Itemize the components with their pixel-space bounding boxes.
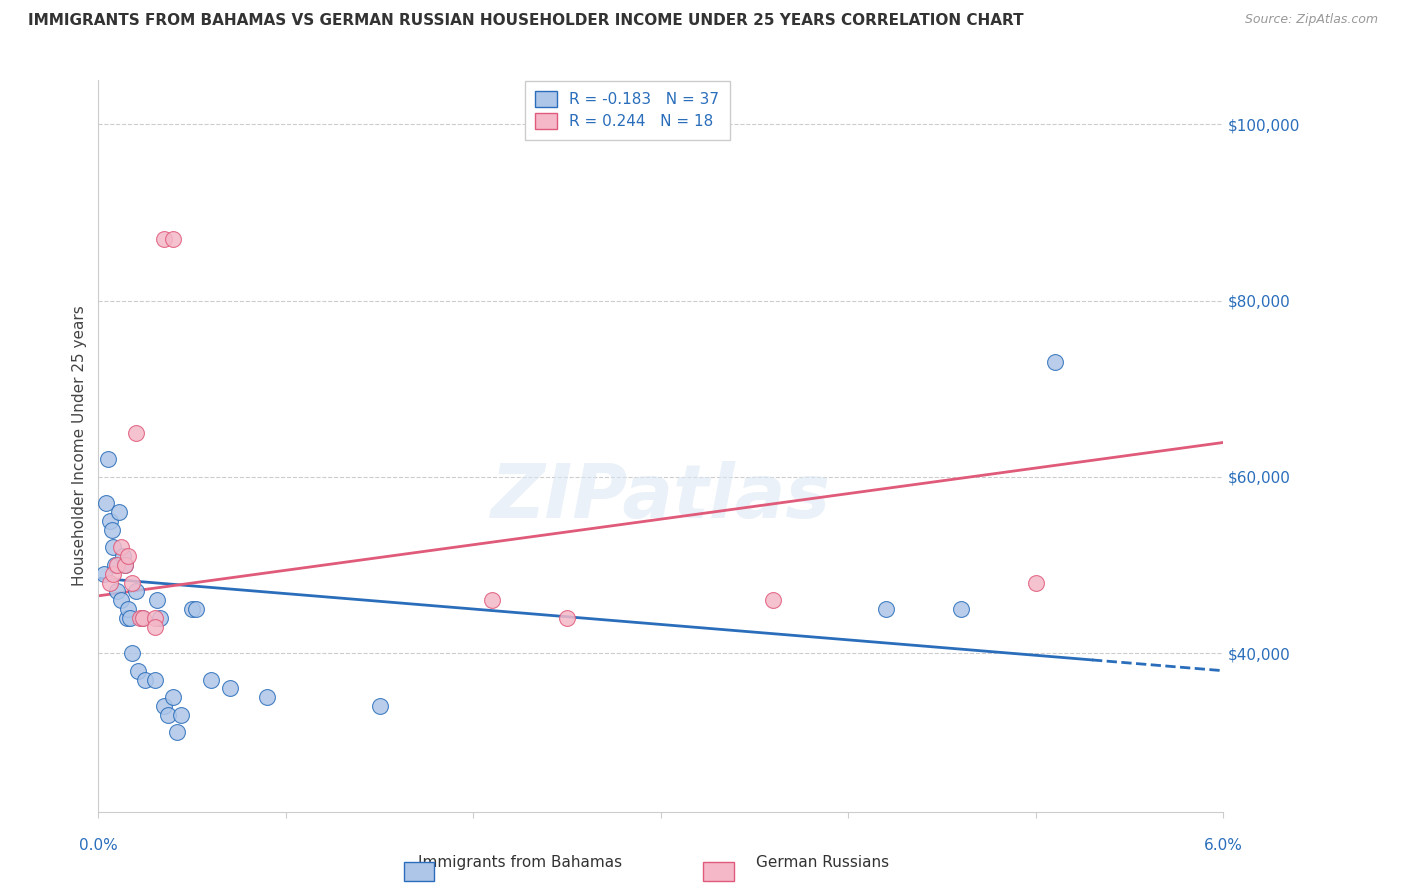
Text: German Russians: German Russians — [756, 855, 889, 870]
Text: ZIPatlas: ZIPatlas — [491, 460, 831, 533]
Point — [117, 549, 139, 563]
Point — [132, 611, 155, 625]
Point — [117, 602, 139, 616]
Point — [134, 673, 156, 687]
Point — [181, 602, 204, 616]
Text: 0.0%: 0.0% — [79, 838, 118, 853]
Point — [162, 690, 184, 705]
Point — [875, 602, 897, 616]
Point — [104, 558, 127, 572]
Point — [153, 698, 176, 713]
Point — [170, 707, 193, 722]
Text: 6.0%: 6.0% — [1204, 838, 1243, 853]
Point — [156, 707, 179, 722]
Point — [100, 523, 122, 537]
Point — [127, 664, 149, 678]
Point — [110, 593, 132, 607]
Point — [481, 593, 503, 607]
Point — [110, 541, 132, 555]
Point — [121, 575, 143, 590]
Point — [131, 611, 153, 625]
Point — [114, 558, 136, 572]
Point — [162, 232, 184, 246]
Point — [120, 611, 142, 625]
Point — [97, 452, 120, 467]
Text: Immigrants from Bahamas: Immigrants from Bahamas — [418, 855, 623, 870]
Text: IMMIGRANTS FROM BAHAMAS VS GERMAN RUSSIAN HOUSEHOLDER INCOME UNDER 25 YEARS CORR: IMMIGRANTS FROM BAHAMAS VS GERMAN RUSSIA… — [28, 13, 1024, 29]
Point — [98, 575, 121, 590]
Point — [149, 611, 172, 625]
Text: Source: ZipAtlas.com: Source: ZipAtlas.com — [1244, 13, 1378, 27]
Point — [105, 584, 128, 599]
Point — [108, 505, 131, 519]
Point — [166, 725, 188, 739]
Point — [555, 611, 578, 625]
Point — [145, 593, 167, 607]
Point — [114, 558, 136, 572]
Point — [256, 690, 278, 705]
Point — [184, 602, 207, 616]
Point — [1025, 575, 1047, 590]
Point — [93, 566, 115, 581]
Point — [128, 611, 150, 625]
Point — [143, 611, 166, 625]
Point — [98, 514, 121, 528]
Point — [111, 549, 134, 563]
Point — [125, 584, 148, 599]
Point — [115, 611, 138, 625]
Point — [103, 541, 125, 555]
Point — [121, 646, 143, 660]
Point — [125, 425, 148, 440]
Point — [143, 673, 166, 687]
Point — [105, 558, 128, 572]
Legend: R = -0.183   N = 37, R = 0.244   N = 18: R = -0.183 N = 37, R = 0.244 N = 18 — [524, 80, 730, 140]
Point — [103, 566, 125, 581]
Point — [368, 698, 391, 713]
Y-axis label: Householder Income Under 25 years: Householder Income Under 25 years — [72, 306, 87, 586]
Point — [762, 593, 785, 607]
Point — [949, 602, 972, 616]
Point — [200, 673, 222, 687]
Point — [153, 232, 176, 246]
Point — [218, 681, 240, 696]
Point — [94, 496, 117, 510]
Point — [143, 620, 166, 634]
Point — [1043, 355, 1066, 369]
